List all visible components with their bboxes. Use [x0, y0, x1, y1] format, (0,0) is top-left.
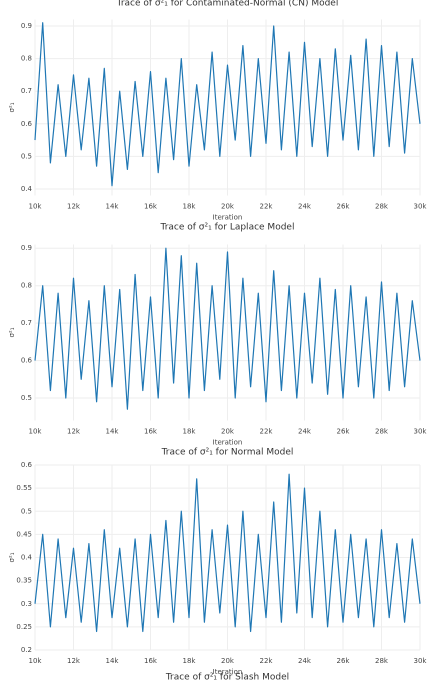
- x-tick-label: 12k: [67, 203, 81, 211]
- x-tick-label: 22k: [260, 657, 274, 665]
- y-tick-label: 0.25: [16, 623, 32, 631]
- y-tick-label: 0.5: [21, 152, 32, 160]
- x-tick-label: 12k: [67, 428, 81, 436]
- x-tick-label: 14k: [106, 203, 120, 211]
- x-tick-label: 26k: [337, 657, 351, 665]
- y-tick-label: 0.6: [21, 357, 33, 365]
- y-axis-label: σ²₁: [8, 327, 16, 337]
- trace-line: [34, 473, 421, 633]
- chart-title: Trace of σ²₁ for Contaminated-Normal (CN…: [116, 0, 339, 9]
- x-tick-label: 20k: [221, 203, 235, 211]
- trace-line: [34, 22, 421, 187]
- y-tick-label: 0.8: [21, 55, 32, 63]
- x-tick-label: 28k: [375, 657, 389, 665]
- y-tick-label: 0.45: [16, 530, 32, 538]
- y-tick-label: 0.3: [21, 600, 32, 608]
- x-tick-label: 30k: [414, 428, 428, 436]
- y-tick-label: 0.9: [21, 22, 32, 30]
- x-tick-label: 22k: [260, 428, 274, 436]
- x-tick-label: 10k: [29, 657, 43, 665]
- y-tick-label: 0.7: [21, 319, 32, 327]
- y-tick-label: 0.7: [21, 87, 32, 95]
- y-tick-label: 0.2: [21, 646, 32, 654]
- x-tick-label: 16k: [144, 657, 158, 665]
- y-tick-label: 0.4: [21, 185, 33, 193]
- x-axis-label: Iteration: [213, 668, 243, 676]
- x-tick-label: 26k: [337, 428, 351, 436]
- x-tick-label: 12k: [67, 657, 81, 665]
- y-axis-label: σ²₁: [8, 102, 16, 112]
- x-tick-label: 14k: [106, 657, 120, 665]
- y-tick-label: 0.55: [16, 484, 32, 492]
- y-tick-label: 0.6: [21, 120, 33, 128]
- x-tick-label: 16k: [144, 428, 158, 436]
- x-tick-label: 24k: [298, 657, 312, 665]
- chart-title: Trace of σ²₁ for Laplace Model: [160, 223, 295, 233]
- x-tick-label: 20k: [221, 657, 235, 665]
- x-axis-label: Iteration: [213, 439, 243, 447]
- x-tick-label: 22k: [260, 203, 274, 211]
- y-tick-label: 0.35: [16, 577, 32, 585]
- y-tick-label: 0.5: [21, 507, 32, 515]
- y-tick-label: 0.6: [21, 461, 33, 469]
- x-tick-label: 30k: [414, 203, 428, 211]
- x-tick-label: 14k: [106, 428, 120, 436]
- x-tick-label: 26k: [337, 203, 351, 211]
- x-tick-label: 24k: [298, 428, 312, 436]
- y-axis-label: σ²₁: [8, 552, 16, 562]
- x-tick-label: 28k: [375, 428, 389, 436]
- x-tick-label: 24k: [298, 203, 312, 211]
- x-tick-label: 10k: [29, 428, 43, 436]
- x-tick-label: 28k: [375, 203, 389, 211]
- y-tick-label: 0.5: [21, 394, 32, 402]
- trace-line: [34, 247, 421, 410]
- x-axis-label: Iteration: [213, 214, 243, 222]
- y-tick-label: 0.9: [21, 244, 32, 252]
- x-tick-label: 18k: [183, 657, 197, 665]
- x-tick-label: 20k: [221, 428, 235, 436]
- chart-title: Trace of σ²₁ for Slash Model: [165, 673, 289, 683]
- x-tick-label: 18k: [183, 203, 197, 211]
- x-tick-label: 16k: [144, 203, 158, 211]
- x-tick-label: 18k: [183, 428, 197, 436]
- x-tick-label: 10k: [29, 203, 43, 211]
- x-tick-label: 30k: [414, 657, 428, 665]
- y-tick-label: 0.8: [21, 282, 32, 290]
- chart-title: Trace of σ²₁ for Normal Model: [161, 448, 294, 458]
- y-tick-label: 0.4: [21, 554, 33, 562]
